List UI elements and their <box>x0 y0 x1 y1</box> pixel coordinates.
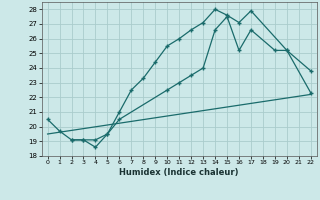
X-axis label: Humidex (Indice chaleur): Humidex (Indice chaleur) <box>119 168 239 177</box>
